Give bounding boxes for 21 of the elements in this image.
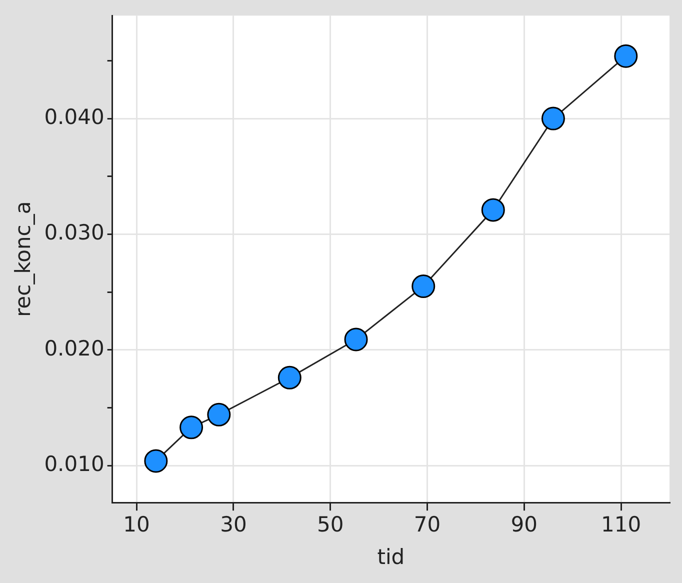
point — [481, 198, 505, 222]
x-tick-label: 30 — [220, 512, 247, 537]
x-tick-label: 110 — [601, 512, 642, 537]
x-tick-label: 90 — [510, 512, 538, 537]
y-tick-label: 0.040 — [44, 105, 104, 130]
point — [614, 44, 638, 68]
y-tick-label: 0.010 — [44, 452, 104, 476]
point — [278, 366, 302, 390]
point — [144, 449, 168, 473]
point — [180, 416, 204, 440]
point — [541, 106, 565, 130]
x-tick-label: 10 — [123, 512, 150, 537]
x-axis-title: tid — [377, 544, 405, 569]
x-tick-label: 50 — [316, 512, 344, 537]
point — [344, 328, 368, 352]
y-tick-label: 0.020 — [44, 336, 104, 360]
point — [207, 402, 231, 426]
y-tick-label: 0.030 — [44, 220, 104, 245]
y-axis-title: rec_konc_a — [11, 201, 36, 317]
point — [412, 274, 436, 298]
x-tick-label: 70 — [414, 512, 441, 537]
